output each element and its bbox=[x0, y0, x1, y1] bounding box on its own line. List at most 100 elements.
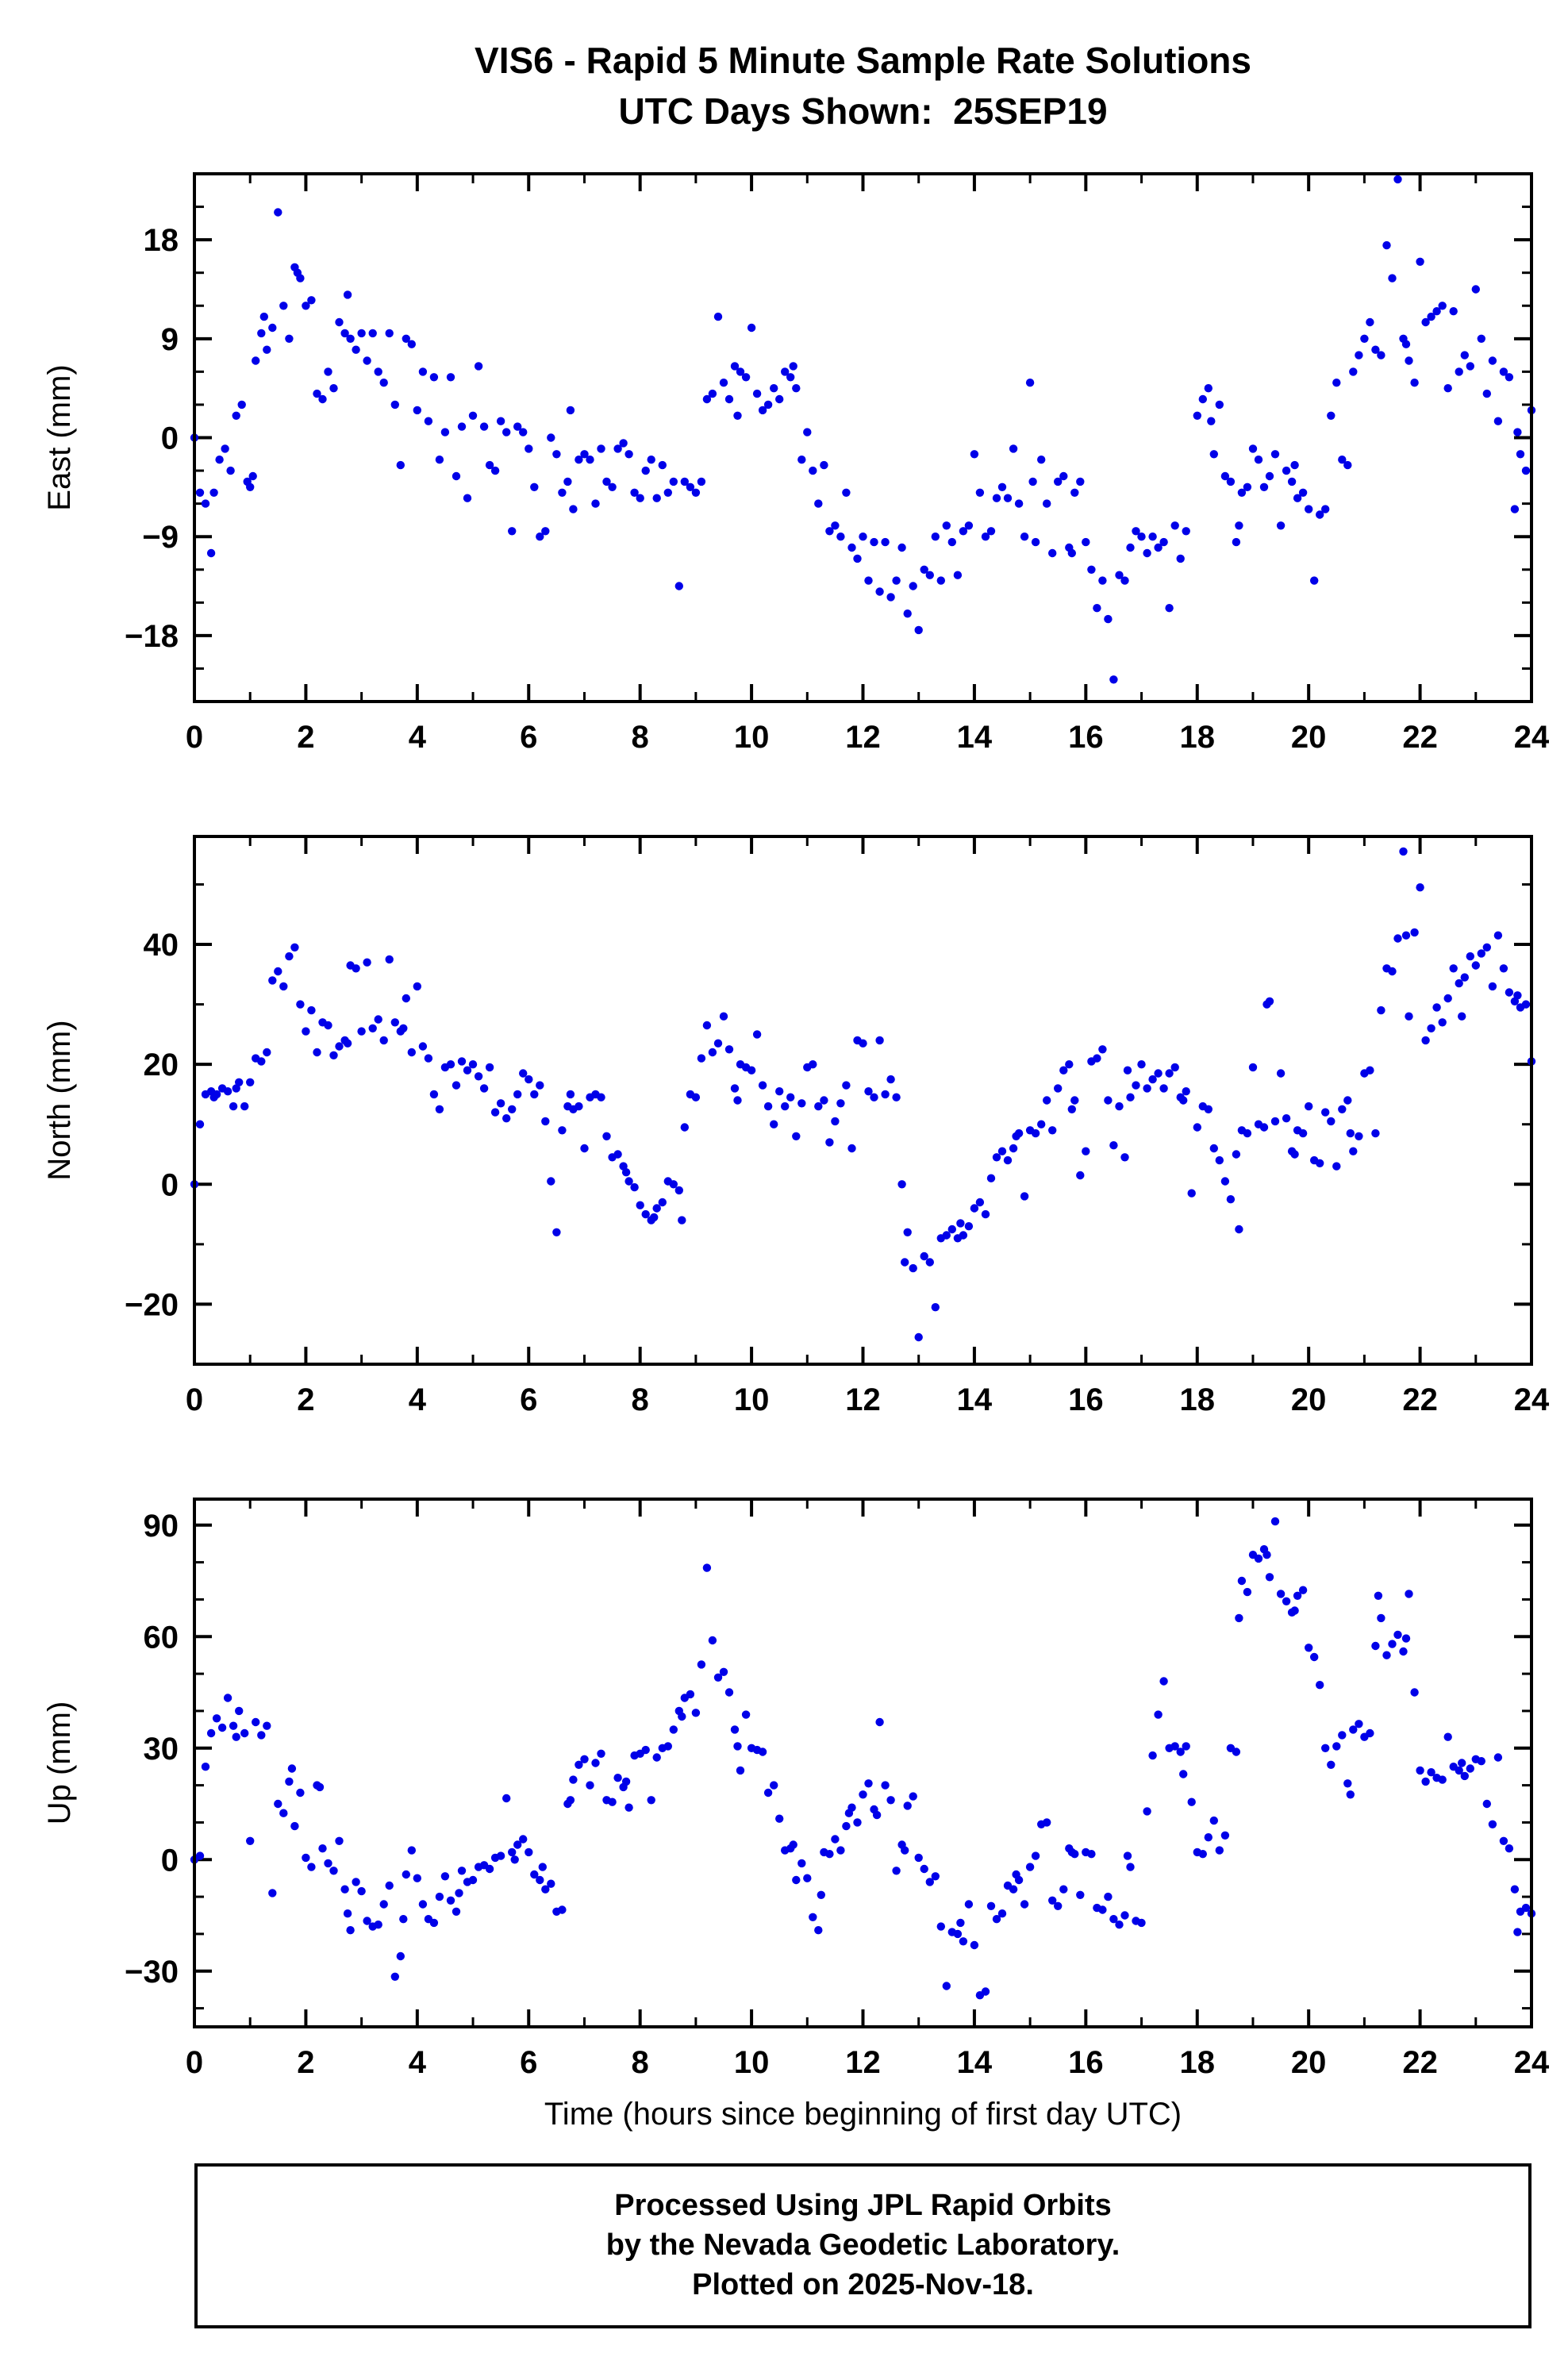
data-point bbox=[647, 456, 655, 464]
data-point bbox=[435, 456, 444, 464]
data-point bbox=[1460, 973, 1470, 982]
data-point bbox=[1098, 1905, 1107, 1914]
data-point bbox=[566, 406, 575, 415]
data-point bbox=[407, 1846, 416, 1855]
data-point bbox=[663, 1742, 672, 1751]
data-point bbox=[215, 456, 224, 464]
data-point bbox=[942, 1982, 951, 1990]
data-point bbox=[842, 488, 851, 497]
data-point bbox=[1510, 1885, 1520, 1894]
data-point bbox=[669, 477, 678, 486]
data-point bbox=[1521, 466, 1531, 475]
data-point bbox=[468, 411, 478, 420]
data-point bbox=[959, 527, 968, 536]
data-point bbox=[1043, 499, 1051, 508]
data-point bbox=[1305, 1644, 1313, 1652]
data-point bbox=[1393, 175, 1402, 184]
data-point bbox=[825, 1850, 834, 1859]
data-point bbox=[847, 543, 856, 552]
y-tick-label: 0 bbox=[161, 1843, 179, 1878]
data-point bbox=[268, 323, 277, 333]
data-point bbox=[859, 1790, 867, 1799]
data-point bbox=[552, 1228, 561, 1236]
data-point bbox=[1355, 1720, 1363, 1728]
y-tick-label: 18 bbox=[144, 223, 179, 258]
data-point bbox=[468, 1875, 478, 1885]
data-point bbox=[859, 533, 867, 541]
data-point bbox=[279, 1809, 288, 1817]
data-point bbox=[268, 976, 277, 985]
data-point bbox=[1220, 471, 1230, 481]
data-point bbox=[942, 521, 951, 530]
data-point bbox=[536, 1081, 544, 1090]
data-point bbox=[1366, 1728, 1374, 1738]
data-point bbox=[1020, 533, 1029, 541]
data-point bbox=[257, 1057, 266, 1066]
data-point bbox=[909, 1792, 917, 1801]
data-point bbox=[1067, 548, 1077, 558]
data-point bbox=[1343, 1096, 1352, 1105]
data-point bbox=[1087, 1850, 1096, 1859]
data-point bbox=[1235, 1613, 1243, 1623]
data-point bbox=[1065, 1060, 1074, 1069]
data-point bbox=[1443, 1732, 1452, 1741]
data-point bbox=[1082, 537, 1090, 547]
data-point bbox=[1209, 1816, 1219, 1825]
data-point bbox=[513, 422, 522, 431]
data-point bbox=[613, 1774, 622, 1782]
data-point bbox=[981, 1209, 990, 1219]
data-point bbox=[652, 494, 661, 502]
x-tick-label: 22 bbox=[1402, 720, 1438, 755]
data-point bbox=[964, 1222, 974, 1231]
data-point bbox=[836, 533, 845, 541]
data-point bbox=[1310, 1652, 1319, 1662]
data-point bbox=[1438, 302, 1447, 310]
data-point bbox=[1316, 1681, 1324, 1690]
data-point bbox=[831, 521, 840, 530]
data-point bbox=[997, 483, 1007, 491]
data-point bbox=[1366, 317, 1374, 327]
data-point bbox=[691, 1093, 701, 1102]
data-point bbox=[803, 1874, 812, 1882]
data-point bbox=[825, 527, 834, 536]
x-ticks: 0 2 4 6 8 10 12 14 16 18 20 22 24 bbox=[186, 174, 1550, 755]
data-point bbox=[752, 389, 762, 398]
data-point bbox=[733, 411, 742, 420]
data-point bbox=[1104, 614, 1113, 624]
data-point bbox=[1209, 1144, 1219, 1153]
data-point bbox=[569, 1775, 578, 1784]
data-point bbox=[413, 406, 421, 415]
data-point bbox=[217, 1723, 227, 1732]
footer-line-2: by the Nevada Geodetic Laboratory. bbox=[605, 2228, 1120, 2263]
data-point bbox=[455, 1889, 463, 1897]
data-point bbox=[781, 1102, 790, 1111]
data-point bbox=[1059, 471, 1068, 481]
data-point bbox=[809, 1060, 817, 1069]
x-tick-label: 22 bbox=[1402, 2045, 1438, 2080]
data-point bbox=[881, 537, 890, 547]
footer-line-3: Plotted on 2025-Nov-18. bbox=[692, 2268, 1034, 2302]
data-point bbox=[1104, 1892, 1113, 1901]
data-point bbox=[418, 1900, 428, 1909]
data-point bbox=[485, 1864, 494, 1874]
data-point bbox=[1401, 931, 1411, 940]
data-point bbox=[591, 1759, 600, 1767]
data-point bbox=[1115, 1921, 1124, 1929]
data-point bbox=[1399, 847, 1408, 856]
data-point bbox=[1499, 1836, 1508, 1845]
data-point bbox=[789, 1840, 797, 1849]
data-point bbox=[407, 1048, 416, 1057]
data-point bbox=[1455, 1766, 1463, 1775]
data-point bbox=[1471, 961, 1481, 970]
data-point bbox=[1477, 334, 1486, 343]
data-point bbox=[1148, 1751, 1157, 1760]
data-point bbox=[1115, 1102, 1124, 1111]
data-point bbox=[1405, 1012, 1413, 1021]
data-point bbox=[691, 1709, 701, 1717]
data-point bbox=[340, 1885, 349, 1894]
data-point bbox=[1014, 1128, 1024, 1138]
data-point bbox=[1048, 1126, 1057, 1135]
data-point bbox=[402, 1870, 410, 1879]
data-point bbox=[1421, 1036, 1430, 1045]
data-point bbox=[797, 456, 806, 464]
